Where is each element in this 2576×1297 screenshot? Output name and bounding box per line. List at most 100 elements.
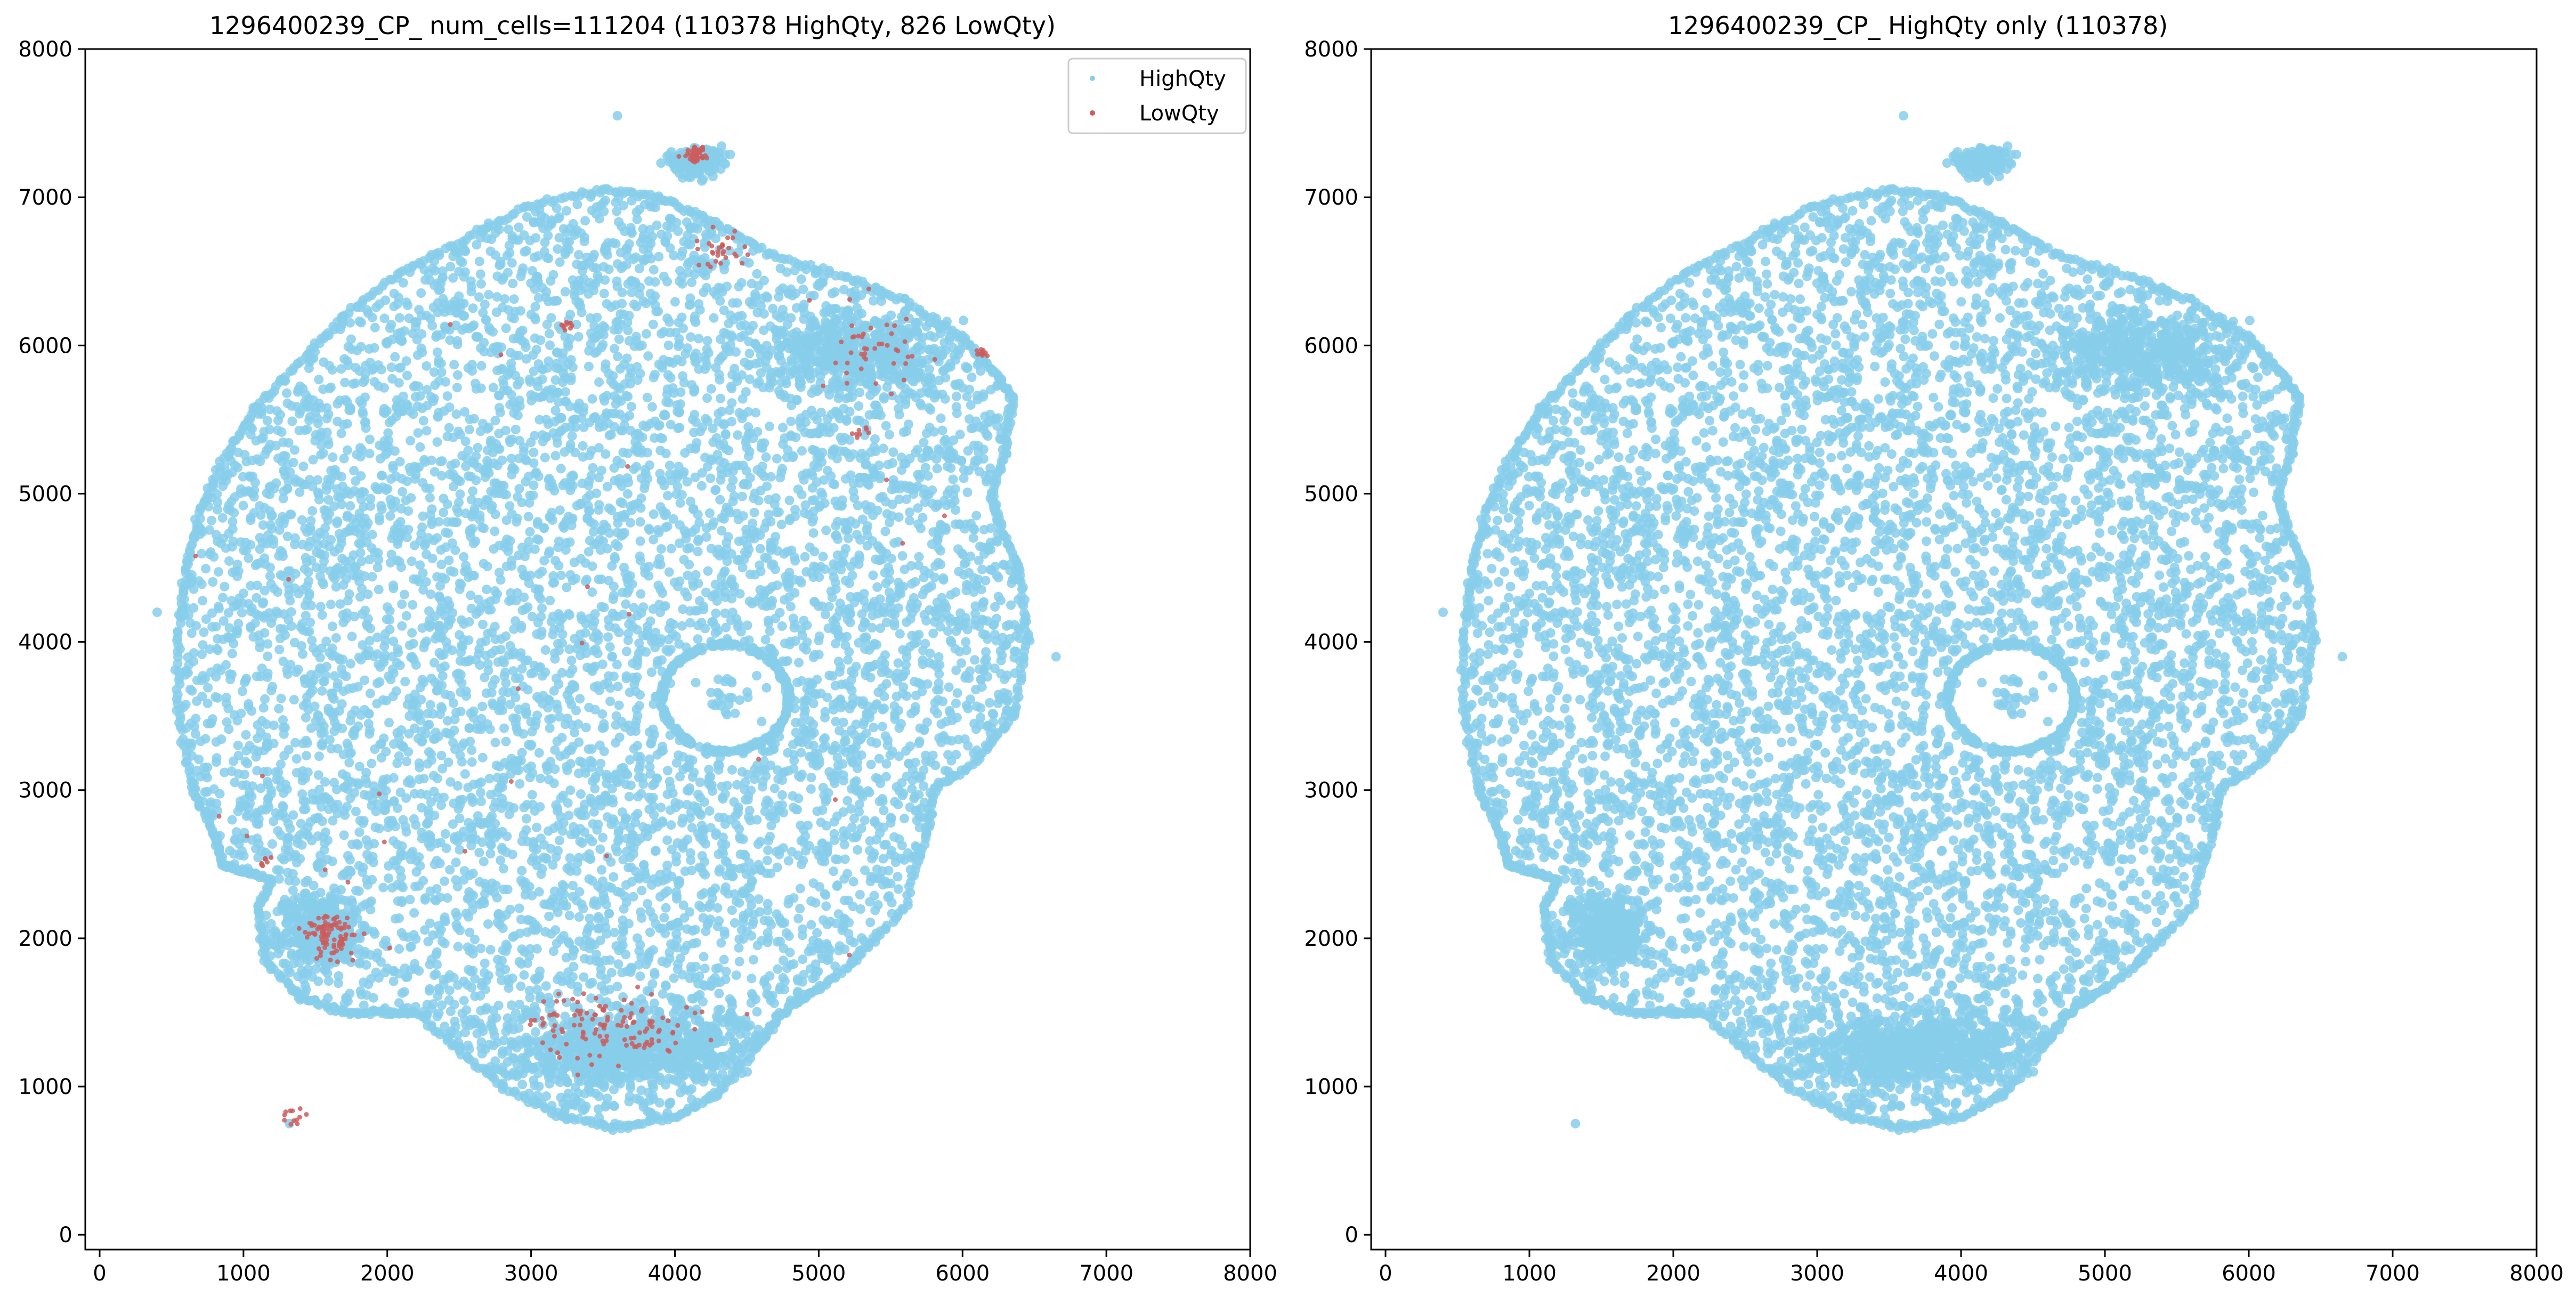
highqty-point	[417, 522, 427, 532]
highqty-point	[453, 426, 464, 436]
highqty-point	[370, 322, 380, 333]
highqty-point	[545, 596, 555, 606]
highqty-point	[435, 457, 445, 467]
highqty-point	[289, 695, 299, 705]
highqty-point	[386, 549, 396, 560]
highqty-point	[599, 288, 609, 298]
highqty-point	[835, 941, 845, 951]
highqty-point	[403, 506, 414, 516]
highqty-point	[342, 419, 352, 429]
highqty-point	[695, 305, 705, 315]
highqty-point	[625, 411, 635, 421]
highqty-point	[634, 205, 644, 214]
highqty-point	[237, 686, 247, 696]
highqty-point	[854, 550, 864, 561]
highqty-point	[423, 709, 433, 719]
highqty-point	[800, 552, 810, 562]
highqty-point	[351, 886, 361, 896]
highqty-point	[789, 893, 799, 903]
highqty-point	[555, 257, 565, 267]
highqty-point	[928, 628, 938, 638]
highqty-point	[678, 813, 688, 823]
highqty-point	[968, 533, 978, 543]
highqty-point	[564, 911, 574, 920]
highqty-point	[867, 623, 877, 633]
highqty-point	[624, 792, 634, 801]
highqty-point	[422, 426, 432, 436]
highqty-point	[368, 852, 378, 862]
highqty-point	[490, 645, 500, 655]
highqty-point	[516, 876, 526, 885]
highqty-point	[370, 822, 380, 832]
highqty-point	[613, 682, 623, 692]
highqty-point	[671, 851, 681, 861]
highqty-point	[483, 919, 493, 929]
highqty-point	[580, 216, 590, 226]
highqty-point	[342, 608, 352, 618]
highqty-point	[345, 501, 355, 511]
highqty-point	[241, 730, 251, 740]
highqty-point	[641, 329, 651, 339]
highqty-point	[533, 517, 542, 527]
highqty-point	[959, 473, 969, 483]
highqty-point	[762, 855, 772, 865]
highqty-point	[735, 695, 745, 705]
highqty-point	[226, 596, 237, 606]
highqty-point	[930, 572, 940, 582]
highqty-point	[469, 320, 479, 330]
highqty-point	[650, 968, 660, 978]
highqty-point	[511, 425, 521, 434]
highqty-point	[467, 366, 477, 376]
highqty-point	[646, 667, 657, 677]
highqty-point	[857, 622, 868, 633]
highqty-point	[343, 596, 353, 606]
highqty-point	[354, 827, 364, 837]
highqty-point	[870, 434, 880, 444]
highqty-point	[853, 845, 863, 855]
highqty-point	[275, 517, 285, 527]
highqty-point	[868, 570, 878, 580]
highqty-point	[557, 668, 567, 678]
highqty-point	[617, 298, 627, 309]
highqty-point	[789, 764, 799, 774]
plot-area	[152, 111, 1061, 1135]
highqty-point	[906, 579, 917, 589]
highqty-point	[685, 848, 695, 858]
highqty-point	[897, 791, 908, 801]
highqty-point	[553, 704, 563, 714]
highqty-point	[581, 852, 592, 862]
highqty-point	[821, 525, 831, 536]
highqty-point	[739, 330, 749, 341]
highqty-point	[227, 648, 237, 659]
highqty-point	[476, 361, 487, 371]
highqty-point	[609, 379, 619, 390]
highqty-point	[318, 579, 328, 589]
highqty-point	[620, 891, 630, 901]
highqty-point	[713, 760, 723, 770]
highqty-point	[282, 531, 293, 541]
highqty-point	[906, 561, 916, 571]
highqty-point	[635, 552, 645, 561]
highqty-point	[728, 298, 738, 308]
highqty-point	[905, 603, 916, 613]
highqty-point	[225, 846, 235, 856]
highqty-point	[619, 904, 629, 914]
highqty-point	[623, 635, 633, 645]
highqty-point	[467, 745, 477, 755]
highqty-point	[662, 384, 673, 394]
highqty-point	[384, 718, 394, 728]
highqty-point	[594, 377, 604, 387]
highqty-point	[459, 619, 469, 629]
highqty-point	[562, 901, 572, 911]
highqty-point	[305, 618, 315, 628]
highqty-point	[224, 556, 234, 566]
highqty-point	[878, 854, 888, 864]
highqty-point	[799, 837, 809, 847]
highqty-point	[586, 471, 596, 481]
highqty-point	[485, 724, 495, 734]
highqty-point	[223, 608, 233, 618]
highqty-point	[884, 865, 894, 876]
highqty-point	[894, 751, 904, 761]
highqty-point	[693, 634, 703, 644]
highqty-point	[442, 499, 452, 509]
